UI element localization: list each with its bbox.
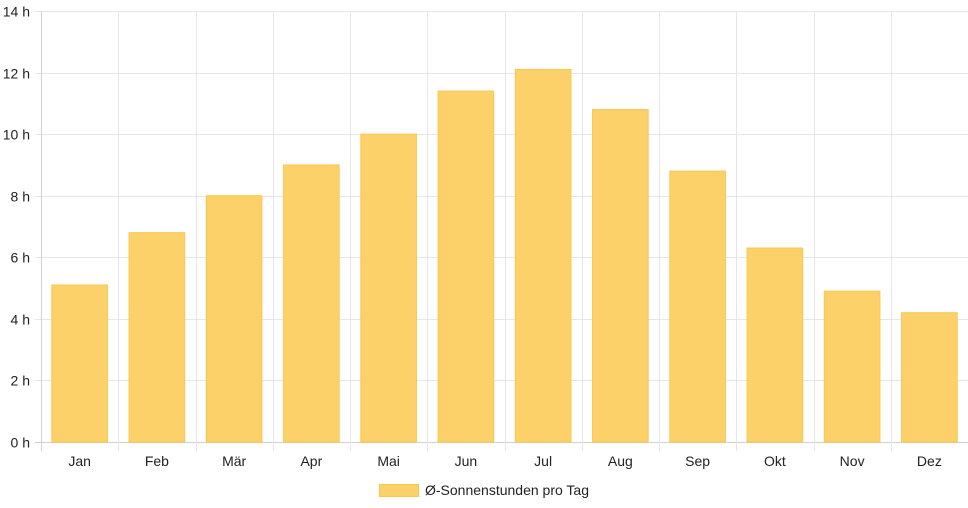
legend-label: Ø-Sonnenstunden pro Tag	[425, 482, 589, 498]
bar[interactable]	[360, 133, 417, 443]
grid-layer	[35, 11, 968, 451]
bar[interactable]	[592, 109, 649, 443]
y-tick-label: 14 h	[3, 4, 30, 20]
y-tick-label: 6 h	[11, 250, 30, 266]
bar[interactable]	[746, 247, 804, 443]
x-tick-label: Jul	[534, 453, 552, 469]
bar[interactable]	[823, 290, 881, 443]
y-tick-label: 0 h	[11, 435, 30, 451]
y-tick-label: 10 h	[3, 127, 30, 143]
bar[interactable]	[205, 195, 263, 443]
bar-chart: 0 h 2 h 4 h 6 h 8 h 10 h 12 h 14 h Jan Feb Mär Apr M…	[3, 4, 968, 470]
x-tick-label: Jan	[68, 453, 91, 469]
y-tick-label: 2 h	[11, 373, 30, 389]
bars-layer	[51, 68, 958, 443]
x-tick-label: Nov	[840, 453, 865, 469]
x-tick-label: Apr	[300, 453, 322, 469]
x-tick-label: Jun	[455, 453, 478, 469]
x-tick-label: Dez	[917, 453, 942, 469]
y-tick-label: 4 h	[11, 312, 30, 328]
x-tick-label: Feb	[145, 453, 169, 469]
bar[interactable]	[669, 170, 726, 443]
x-tick-label: Mär	[222, 453, 246, 469]
x-tick-label: Sep	[685, 453, 710, 469]
bar[interactable]	[901, 312, 958, 443]
bar[interactable]	[128, 232, 186, 443]
bar[interactable]	[283, 164, 340, 443]
y-tick-label: 8 h	[11, 189, 30, 205]
x-tick-label: Okt	[764, 453, 786, 469]
legend-swatch	[379, 483, 419, 497]
axis-layer: 0 h 2 h 4 h 6 h 8 h 10 h 12 h 14 h Jan Feb Mär Apr M…	[3, 4, 942, 470]
x-tick-label: Mai	[377, 453, 400, 469]
legend[interactable]: Ø-Sonnenstunden pro Tag	[0, 479, 968, 501]
y-tick-label: 12 h	[3, 66, 30, 82]
bar[interactable]	[51, 284, 108, 443]
bar[interactable]	[514, 68, 572, 443]
x-tick-label: Aug	[608, 453, 633, 469]
bar[interactable]	[437, 90, 495, 443]
